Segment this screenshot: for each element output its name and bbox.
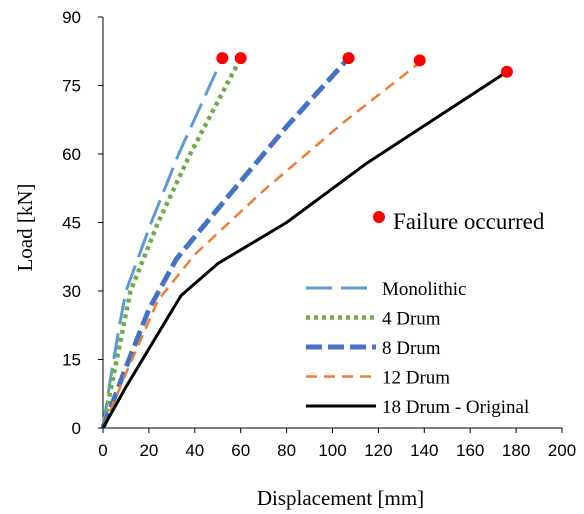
legend-label-2: 8 Drum: [382, 338, 441, 359]
y-tick-label: 75: [62, 77, 81, 96]
legend-label-1: 4 Drum: [382, 309, 441, 330]
y-tick-label: 45: [62, 214, 81, 233]
x-tick-label: 0: [98, 441, 107, 460]
failure-legend: Failure occurred: [373, 209, 545, 234]
failure-marker: [342, 52, 355, 65]
x-tick-label: 140: [410, 441, 438, 460]
failure-marker: [500, 65, 513, 78]
y-ticks: 0 15 30 45 60 75 90: [62, 8, 103, 438]
x-tick-label: 20: [139, 441, 158, 460]
x-tick-label: 80: [277, 441, 296, 460]
series-line-4: [101, 70, 508, 429]
x-tick-label: 160: [456, 441, 484, 460]
legend-label-0: Monolithic: [382, 279, 466, 300]
x-tick-label: 180: [502, 441, 530, 460]
failure-marker: [413, 54, 426, 67]
failure-marker: [216, 52, 229, 65]
y-tick-label: 60: [62, 145, 81, 164]
x-tick-label: 120: [364, 441, 392, 460]
series-legend: Monolithic 4 Drum 8 Drum 12 Drum 18 Drum - O…: [306, 279, 529, 418]
x-tick-label: 100: [318, 441, 346, 460]
legend-label-4: 18 Drum - Original: [382, 397, 529, 418]
series-line-2: [100, 56, 351, 429]
series-line-0: [101, 57, 224, 429]
x-tick-label: 200: [548, 441, 576, 460]
series-lines: [100, 56, 508, 429]
y-tick-label: 90: [62, 8, 81, 27]
x-tick-label: 40: [185, 441, 204, 460]
x-axis-title: Displacement [mm]: [257, 486, 424, 510]
legend-label-3: 12 Drum: [382, 368, 450, 389]
series-line-3: [101, 61, 421, 429]
y-tick-label: 15: [62, 351, 81, 370]
failure-markers: [216, 52, 513, 78]
failure-marker: [234, 52, 247, 65]
y-tick-label: 30: [62, 282, 81, 301]
y-tick-label: 0: [72, 419, 81, 438]
x-ticks: 0 20 40 60 80 100 120 140 160 180 200: [98, 428, 576, 460]
failure-legend-marker: [373, 211, 385, 223]
x-tick-label: 60: [231, 441, 250, 460]
failure-legend-label: Failure occurred: [393, 209, 545, 234]
series-line-1: [100, 57, 243, 429]
y-axis-title: Load [kN]: [13, 183, 37, 271]
